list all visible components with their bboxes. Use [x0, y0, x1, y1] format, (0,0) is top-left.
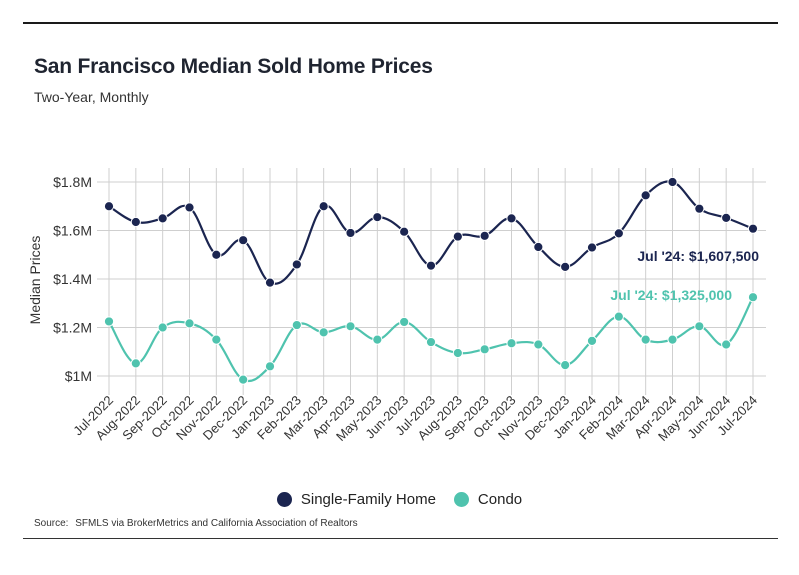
data-point-condo — [399, 316, 410, 328]
axis-layer: $1M$1.2M$1.4M$1.6M$1.8MJul-2022Aug-2022S… — [27, 174, 760, 444]
data-point-single-family-home — [613, 228, 624, 239]
data-point-single-family-home — [747, 223, 759, 234]
data-point-single-family-home — [479, 230, 490, 241]
data-point-condo — [264, 361, 276, 372]
legend-label-single-family: Single-Family Home — [300, 491, 436, 508]
source-text: SFMLS via BrokerMetrics and California A… — [75, 518, 358, 529]
data-point-single-family-home — [667, 176, 678, 188]
data-point-single-family-home — [318, 201, 329, 212]
data-point-condo — [640, 334, 651, 345]
y-tick-label: $1.2M — [53, 320, 92, 336]
data-point-condo — [613, 311, 624, 322]
y-tick-label: $1M — [65, 368, 92, 384]
data-point-single-family-home — [399, 226, 410, 237]
bottom-rule — [23, 538, 778, 539]
data-point-single-family-home — [560, 261, 571, 272]
data-point-condo — [345, 321, 356, 332]
y-tick-label: $1.8M — [53, 174, 92, 190]
legend-label-condo: Condo — [477, 491, 523, 508]
data-point-single-family-home — [640, 190, 651, 201]
data-point-single-family-home — [452, 231, 463, 242]
data-point-condo — [747, 292, 759, 303]
data-point-condo — [506, 338, 517, 349]
data-point-condo — [479, 344, 490, 355]
data-point-condo — [103, 316, 115, 327]
chart-title: San Francisco Median Sold Home Prices — [34, 55, 433, 78]
data-point-condo — [560, 359, 571, 371]
data-point-condo — [184, 318, 195, 329]
grid-layer — [97, 168, 766, 395]
chart-subtitle: Two-Year, Monthly — [34, 89, 149, 105]
series-layer — [103, 176, 759, 385]
data-point-condo — [157, 322, 168, 333]
data-point-condo — [372, 334, 383, 345]
label-layer: Jul '24: $1,607,500 Jul '24: $1,325,000 — [610, 248, 759, 303]
legend-item-condo[interactable]: Condo — [453, 491, 523, 508]
legend-marker-condo — [453, 492, 469, 507]
data-point-single-family-home — [238, 235, 249, 246]
data-point-single-family-home — [425, 260, 437, 271]
data-point-condo — [694, 321, 705, 332]
end-label-single-family-home: Jul '24: $1,607,500 — [637, 248, 759, 264]
source-note: Source: SFMLS via BrokerMetrics and Cali… — [34, 518, 362, 529]
data-point-condo — [211, 334, 222, 345]
legend-marker-single-family — [276, 492, 292, 507]
legend-item-single-family[interactable]: Single-Family Home — [276, 491, 436, 508]
data-point-single-family-home — [586, 242, 598, 253]
data-point-single-family-home — [345, 227, 356, 239]
y-tick-label: $1.6M — [53, 223, 92, 239]
data-point-single-family-home — [264, 277, 276, 288]
data-point-single-family-home — [694, 203, 705, 214]
data-point-single-family-home — [372, 212, 383, 223]
data-point-condo — [721, 339, 732, 350]
data-point-condo — [318, 327, 329, 338]
data-point-single-family-home — [291, 259, 302, 270]
legend: Single-Family Home Condo — [0, 491, 799, 508]
data-point-single-family-home — [103, 201, 115, 212]
data-point-condo — [291, 319, 302, 331]
data-point-condo — [452, 347, 463, 359]
data-point-single-family-home — [721, 212, 732, 223]
y-axis-label: Median Prices — [27, 236, 43, 325]
source-prefix: Source: — [34, 518, 69, 529]
data-point-single-family-home — [506, 213, 517, 224]
data-point-condo — [425, 336, 437, 348]
data-point-single-family-home — [211, 249, 222, 260]
y-tick-label: $1.4M — [53, 271, 92, 287]
data-point-condo — [130, 358, 141, 369]
data-point-single-family-home — [533, 241, 544, 253]
data-point-condo — [238, 374, 249, 385]
data-point-condo — [533, 339, 544, 350]
top-rule — [23, 22, 778, 24]
end-label-condo: Jul '24: $1,325,000 — [610, 287, 732, 303]
data-point-single-family-home — [184, 202, 195, 213]
data-point-single-family-home — [130, 216, 141, 228]
data-point-single-family-home — [157, 213, 168, 224]
data-point-condo — [667, 334, 678, 345]
data-point-condo — [586, 335, 598, 346]
